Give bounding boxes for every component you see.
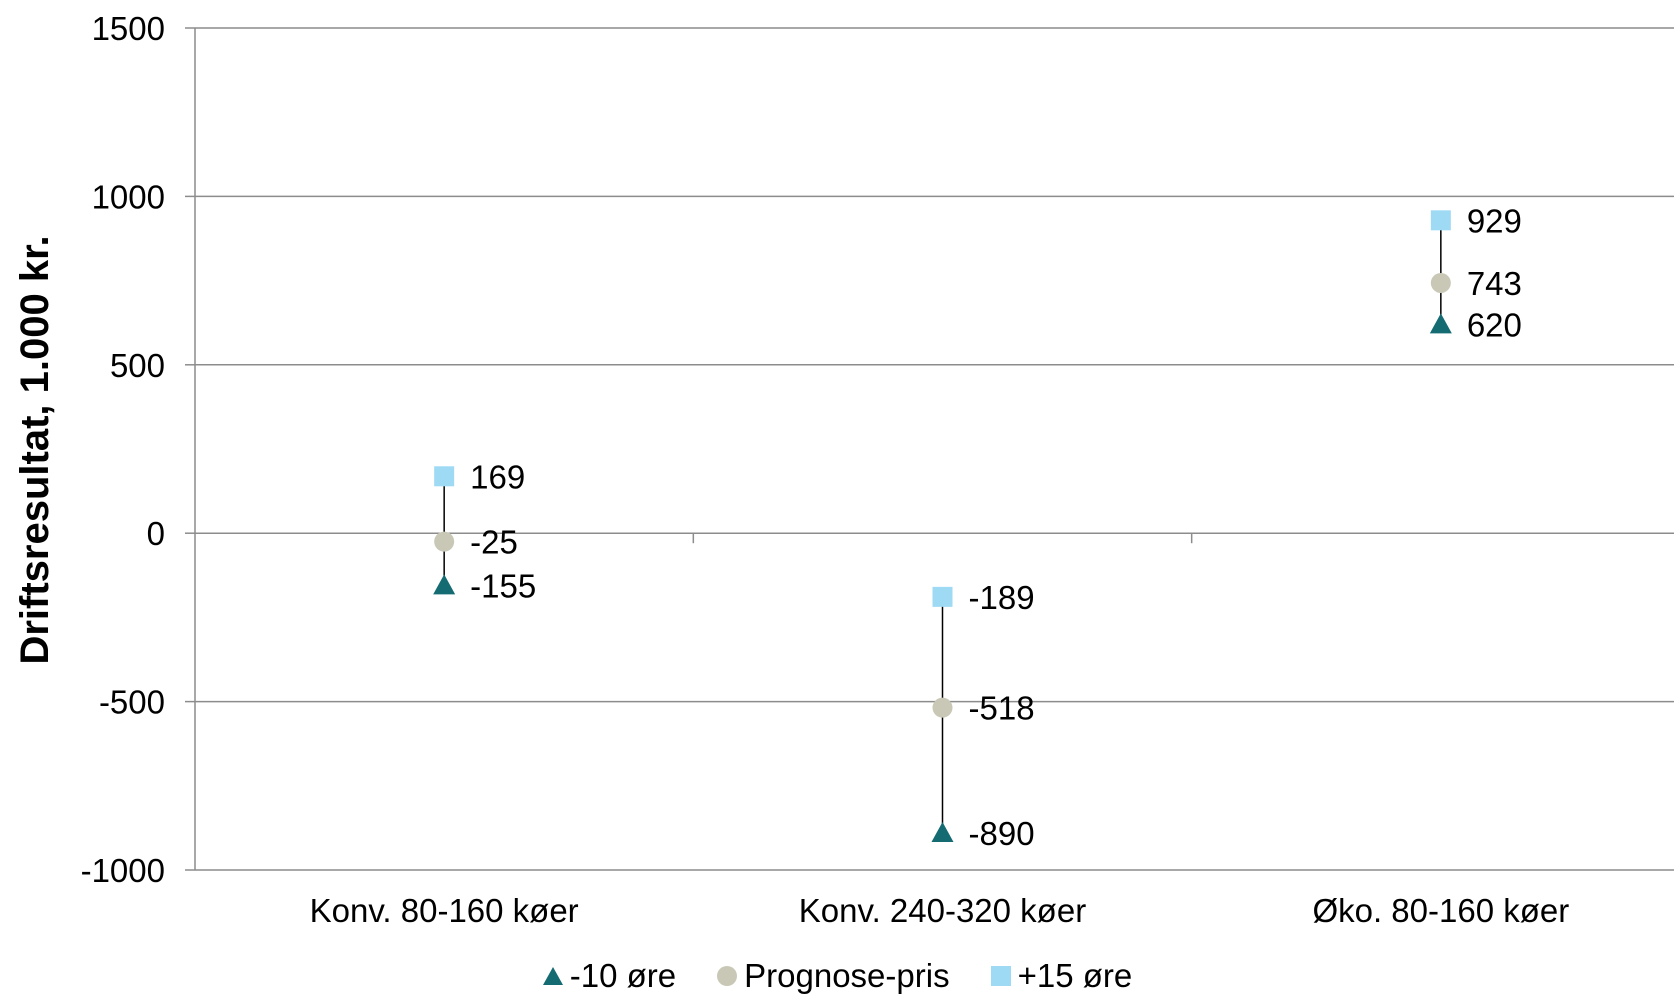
circle-marker <box>1430 272 1451 293</box>
y-tick-label: -1000 <box>81 852 165 889</box>
data-label: -25 <box>470 524 518 561</box>
y-tick-label: 1000 <box>92 178 165 215</box>
triangle-marker <box>931 821 954 842</box>
y-tick-label: 1500 <box>92 10 165 47</box>
data-label: -518 <box>969 690 1035 727</box>
legend-label: +15 øre <box>1017 957 1133 994</box>
square-marker-icon <box>990 965 1012 987</box>
triangle-marker-icon <box>542 965 564 987</box>
x-tick-label: Konv. 80-160 køer <box>310 892 579 929</box>
data-label: 620 <box>1467 306 1522 343</box>
y-tick-label: 0 <box>147 515 165 552</box>
triangle-marker <box>433 574 456 595</box>
circle-marker-icon <box>716 965 738 987</box>
circle-marker <box>434 531 455 552</box>
data-label: -189 <box>969 579 1035 616</box>
x-tick-label: Konv. 240-320 køer <box>799 892 1086 929</box>
square-marker <box>1430 210 1451 231</box>
data-label: -155 <box>470 567 536 604</box>
data-labels: -155 -890 620 -25 -518 743 169 -189 929 <box>470 202 1522 852</box>
data-markers <box>433 210 1452 842</box>
y-axis-title: Driftsresultat, 1.000 kr. <box>13 235 57 664</box>
y-tick-label: 500 <box>110 347 165 384</box>
range-connectors <box>443 220 1442 833</box>
data-label: 169 <box>470 458 525 495</box>
legend-label: Prognose-pris <box>744 957 950 994</box>
y-tick-label: -500 <box>99 684 165 721</box>
data-label: 929 <box>1467 202 1522 239</box>
x-tick-labels: Konv. 80-160 køer Konv. 240-320 køer Øko. … <box>310 892 1570 929</box>
legend-label: -10 øre <box>569 957 677 994</box>
square-marker <box>932 586 953 607</box>
square-marker <box>434 466 455 487</box>
data-label: -890 <box>969 815 1035 852</box>
y-tick-labels: -1000 -500 0 500 1000 1500 <box>81 10 165 889</box>
circle-marker <box>932 697 953 718</box>
x-tick-label: Øko. 80-160 køer <box>1312 892 1569 929</box>
legend-item-prognose: Prognose-pris <box>716 957 950 995</box>
legend-item-plus-15: +15 øre <box>990 957 1133 995</box>
legend-item-minus-10: -10 øre <box>542 957 676 995</box>
triangle-marker <box>1429 313 1452 334</box>
data-label: 743 <box>1467 265 1522 302</box>
legend: -10 øre Prognose-pris +15 øre <box>0 956 1674 996</box>
grid-lines <box>185 27 1674 871</box>
